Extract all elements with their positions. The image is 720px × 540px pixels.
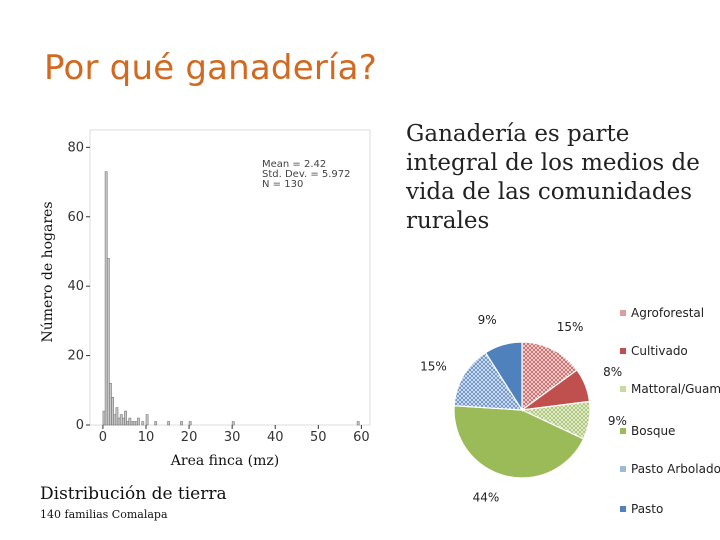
pie-slice bbox=[453, 351, 524, 411]
legend-swatch bbox=[620, 428, 626, 434]
histogram-x-axis-label: Area finca (mz) bbox=[170, 453, 279, 469]
histogram-y-tick-label: 20 bbox=[67, 349, 84, 364]
histogram-x-tick-label: 10 bbox=[138, 430, 155, 445]
histogram-x-tick-label: 30 bbox=[224, 430, 241, 445]
legend-label: Mattoral/Guamil bbox=[631, 382, 720, 396]
legend-swatch bbox=[620, 506, 626, 512]
histogram-y-tick-label: 60 bbox=[67, 210, 84, 225]
histogram-bar bbox=[356, 421, 360, 426]
histogram-bar bbox=[106, 258, 110, 426]
legend-swatch bbox=[620, 386, 626, 392]
histogram-x-tick-label: 0 bbox=[99, 430, 107, 445]
histogram-bar bbox=[115, 407, 119, 426]
legend-label: Pasto bbox=[631, 502, 664, 516]
histogram-x-tick-label: 20 bbox=[181, 430, 198, 445]
pie-slice-label: 44% bbox=[473, 490, 500, 504]
histogram-bar bbox=[167, 421, 170, 426]
histogram-x-tick-label: 50 bbox=[310, 430, 327, 445]
legend-swatch bbox=[620, 466, 626, 472]
histogram-bar bbox=[180, 421, 183, 426]
legend-swatch bbox=[620, 310, 626, 316]
caption-subtitle: 140 familias Comalapa bbox=[40, 508, 168, 521]
histogram-x-tick-label: 60 bbox=[353, 430, 370, 445]
histogram-bar bbox=[188, 421, 192, 426]
pie-slice-label: 9% bbox=[478, 313, 497, 327]
legend-label: Pasto Arbolado bbox=[631, 462, 720, 476]
pie-slice-label: 9% bbox=[608, 414, 627, 428]
histogram-y-tick-label: 80 bbox=[67, 140, 84, 155]
histogram-bar bbox=[145, 414, 149, 426]
histogram-y-axis-label: Número de hogares bbox=[40, 201, 56, 342]
histogram-bar bbox=[111, 396, 114, 426]
legend-label: Bosque bbox=[631, 424, 676, 438]
histogram-y-tick-label: 40 bbox=[67, 279, 84, 294]
slide-title: Por qué ganadería? bbox=[44, 48, 377, 88]
quote-text: Ganadería es parte integral de los medio… bbox=[406, 121, 700, 234]
pie-slice-label: 15% bbox=[420, 360, 447, 374]
histogram-y-tick-label: 0 bbox=[76, 418, 84, 433]
histogram-stat-text: Std. Dev. = 5.972 bbox=[262, 169, 351, 180]
pie-slice bbox=[521, 341, 578, 412]
pie-slice bbox=[453, 405, 585, 479]
pie-slice bbox=[484, 341, 523, 413]
histogram-bar bbox=[137, 417, 140, 426]
caption-title: Distribución de tierra bbox=[40, 484, 227, 504]
histogram-bar bbox=[141, 421, 145, 426]
histogram-bar bbox=[231, 421, 235, 426]
histogram-stat-text: N = 130 bbox=[262, 179, 303, 190]
legend-swatch bbox=[620, 348, 626, 354]
histogram-bar bbox=[154, 421, 158, 426]
legend-label: Cultivado bbox=[631, 344, 688, 358]
legend-label: Agroforestal bbox=[631, 306, 705, 320]
pie-slice-label: 15% bbox=[557, 320, 584, 334]
histogram-stat-text: Mean = 2.42 bbox=[262, 159, 326, 170]
histogram-bar bbox=[124, 410, 127, 426]
histogram-x-tick-label: 40 bbox=[267, 430, 284, 445]
pie-slice-label: 8% bbox=[603, 365, 622, 379]
